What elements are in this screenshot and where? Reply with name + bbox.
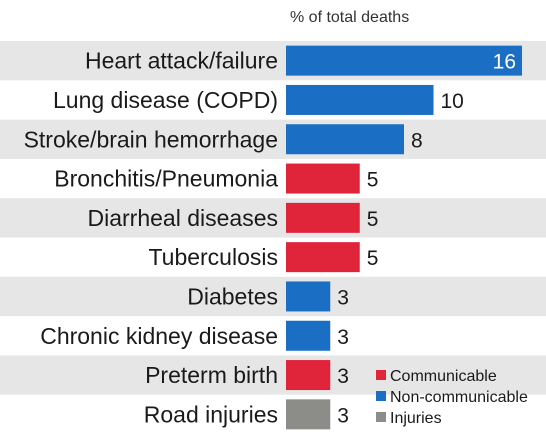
bar-0 bbox=[286, 45, 522, 76]
category-label-6: Diabetes bbox=[187, 283, 278, 309]
value-label-9: 3 bbox=[337, 404, 349, 427]
row-band bbox=[0, 355, 546, 395]
category-label-7: Chronic kidney disease bbox=[40, 323, 278, 349]
bar-8 bbox=[286, 360, 331, 391]
row-band bbox=[0, 198, 546, 238]
category-label-0: Heart attack/failure bbox=[85, 48, 278, 74]
bar-4 bbox=[286, 202, 360, 233]
bar-5 bbox=[286, 242, 360, 273]
row-band bbox=[0, 119, 546, 159]
value-label-6: 3 bbox=[337, 286, 349, 309]
legend-swatch-1 bbox=[376, 391, 386, 401]
category-label-9: Road injuries bbox=[144, 401, 278, 427]
value-label-1: 10 bbox=[441, 90, 464, 113]
bar-1 bbox=[286, 84, 434, 115]
row-band bbox=[0, 276, 546, 317]
value-label-7: 3 bbox=[337, 326, 349, 349]
bar-9 bbox=[286, 399, 331, 430]
category-label-8: Preterm birth bbox=[145, 362, 278, 388]
category-labels: Heart attack/failure Lung disease (COPD) S… bbox=[24, 48, 279, 428]
value-label-3: 5 bbox=[367, 169, 379, 192]
value-label-5: 5 bbox=[367, 247, 379, 270]
value-label-0: 16 bbox=[493, 51, 516, 74]
legend: Communicable Non-communicable Injuries bbox=[376, 368, 528, 427]
value-label-4: 5 bbox=[367, 208, 379, 231]
value-label-2: 8 bbox=[411, 129, 423, 152]
bar-3 bbox=[286, 163, 360, 194]
category-label-4: Diarrheal diseases bbox=[88, 205, 278, 231]
row-bands bbox=[0, 41, 546, 395]
bar-7 bbox=[286, 320, 331, 351]
category-label-2: Stroke/brain hemorrhage bbox=[24, 126, 278, 152]
legend-label-0: Communicable bbox=[390, 368, 497, 385]
legend-label-2: Injuries bbox=[390, 410, 442, 427]
legend-swatch-0 bbox=[376, 370, 386, 380]
bar-2 bbox=[286, 124, 404, 155]
x-axis-title: % of total deaths bbox=[290, 9, 409, 26]
category-label-3: Bronchitis/Pneumonia bbox=[54, 166, 278, 192]
legend-label-1: Non-communicable bbox=[390, 389, 528, 406]
value-label-8: 3 bbox=[337, 365, 349, 388]
bars bbox=[286, 45, 522, 430]
bar-6 bbox=[286, 281, 331, 312]
category-label-1: Lung disease (COPD) bbox=[53, 87, 278, 113]
category-label-5: Tuberculosis bbox=[148, 244, 278, 270]
legend-swatch-2 bbox=[376, 412, 386, 422]
